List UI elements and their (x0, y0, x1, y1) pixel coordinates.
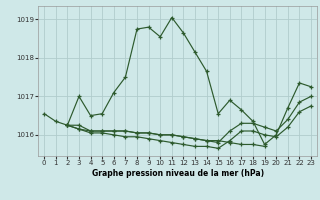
X-axis label: Graphe pression niveau de la mer (hPa): Graphe pression niveau de la mer (hPa) (92, 169, 264, 178)
